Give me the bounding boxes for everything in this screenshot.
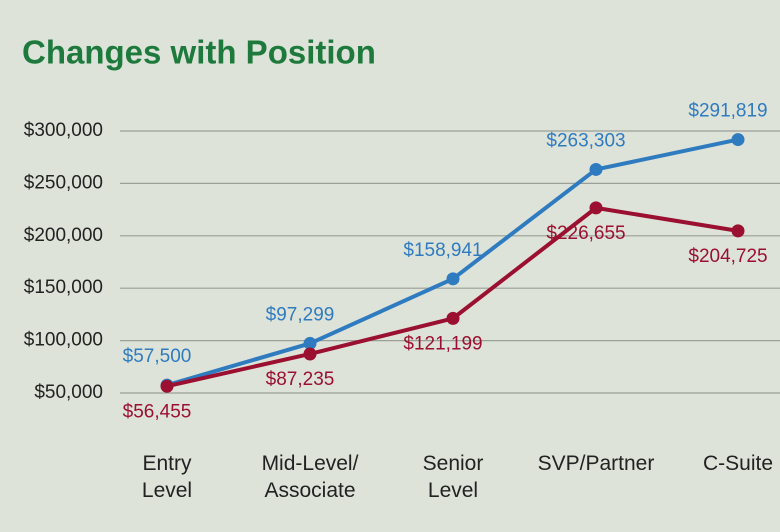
point: [446, 272, 460, 286]
point: [731, 224, 745, 238]
point: [731, 133, 745, 147]
point: [160, 379, 174, 393]
x-tick-label: Entry Level: [141, 452, 193, 502]
value-label: $204,725: [688, 246, 767, 267]
y-tick-label: $200,000: [24, 225, 103, 246]
x-tick-label: Mid-Level/ Associate: [261, 452, 359, 502]
value-label: $87,235: [266, 369, 335, 390]
y-tick-label: $300,000: [24, 120, 103, 141]
value-label: $121,199: [403, 333, 482, 354]
point: [589, 162, 603, 176]
value-label: $57,500: [123, 346, 192, 367]
x-tick-label: SVP/Partner: [537, 452, 655, 475]
x-tick-label: Senior Level: [422, 452, 484, 502]
point: [446, 311, 460, 325]
value-label: $158,941: [403, 240, 482, 261]
point: [303, 347, 317, 361]
y-tick-label: $150,000: [24, 277, 103, 298]
point: [589, 201, 603, 215]
x-tick-label: C-Suite: [702, 452, 774, 475]
value-label: $56,455: [123, 401, 192, 422]
value-label: $226,655: [546, 223, 625, 244]
y-tick-label: $250,000: [24, 172, 103, 193]
y-tick-label: $100,000: [24, 330, 103, 351]
chart-title: Changes with Position: [22, 34, 376, 71]
point: [303, 336, 317, 350]
value-label: $97,299: [266, 304, 335, 325]
y-tick-label: $50,000: [34, 382, 103, 403]
value-label: $263,303: [546, 130, 625, 151]
value-label: $291,819: [688, 101, 767, 122]
